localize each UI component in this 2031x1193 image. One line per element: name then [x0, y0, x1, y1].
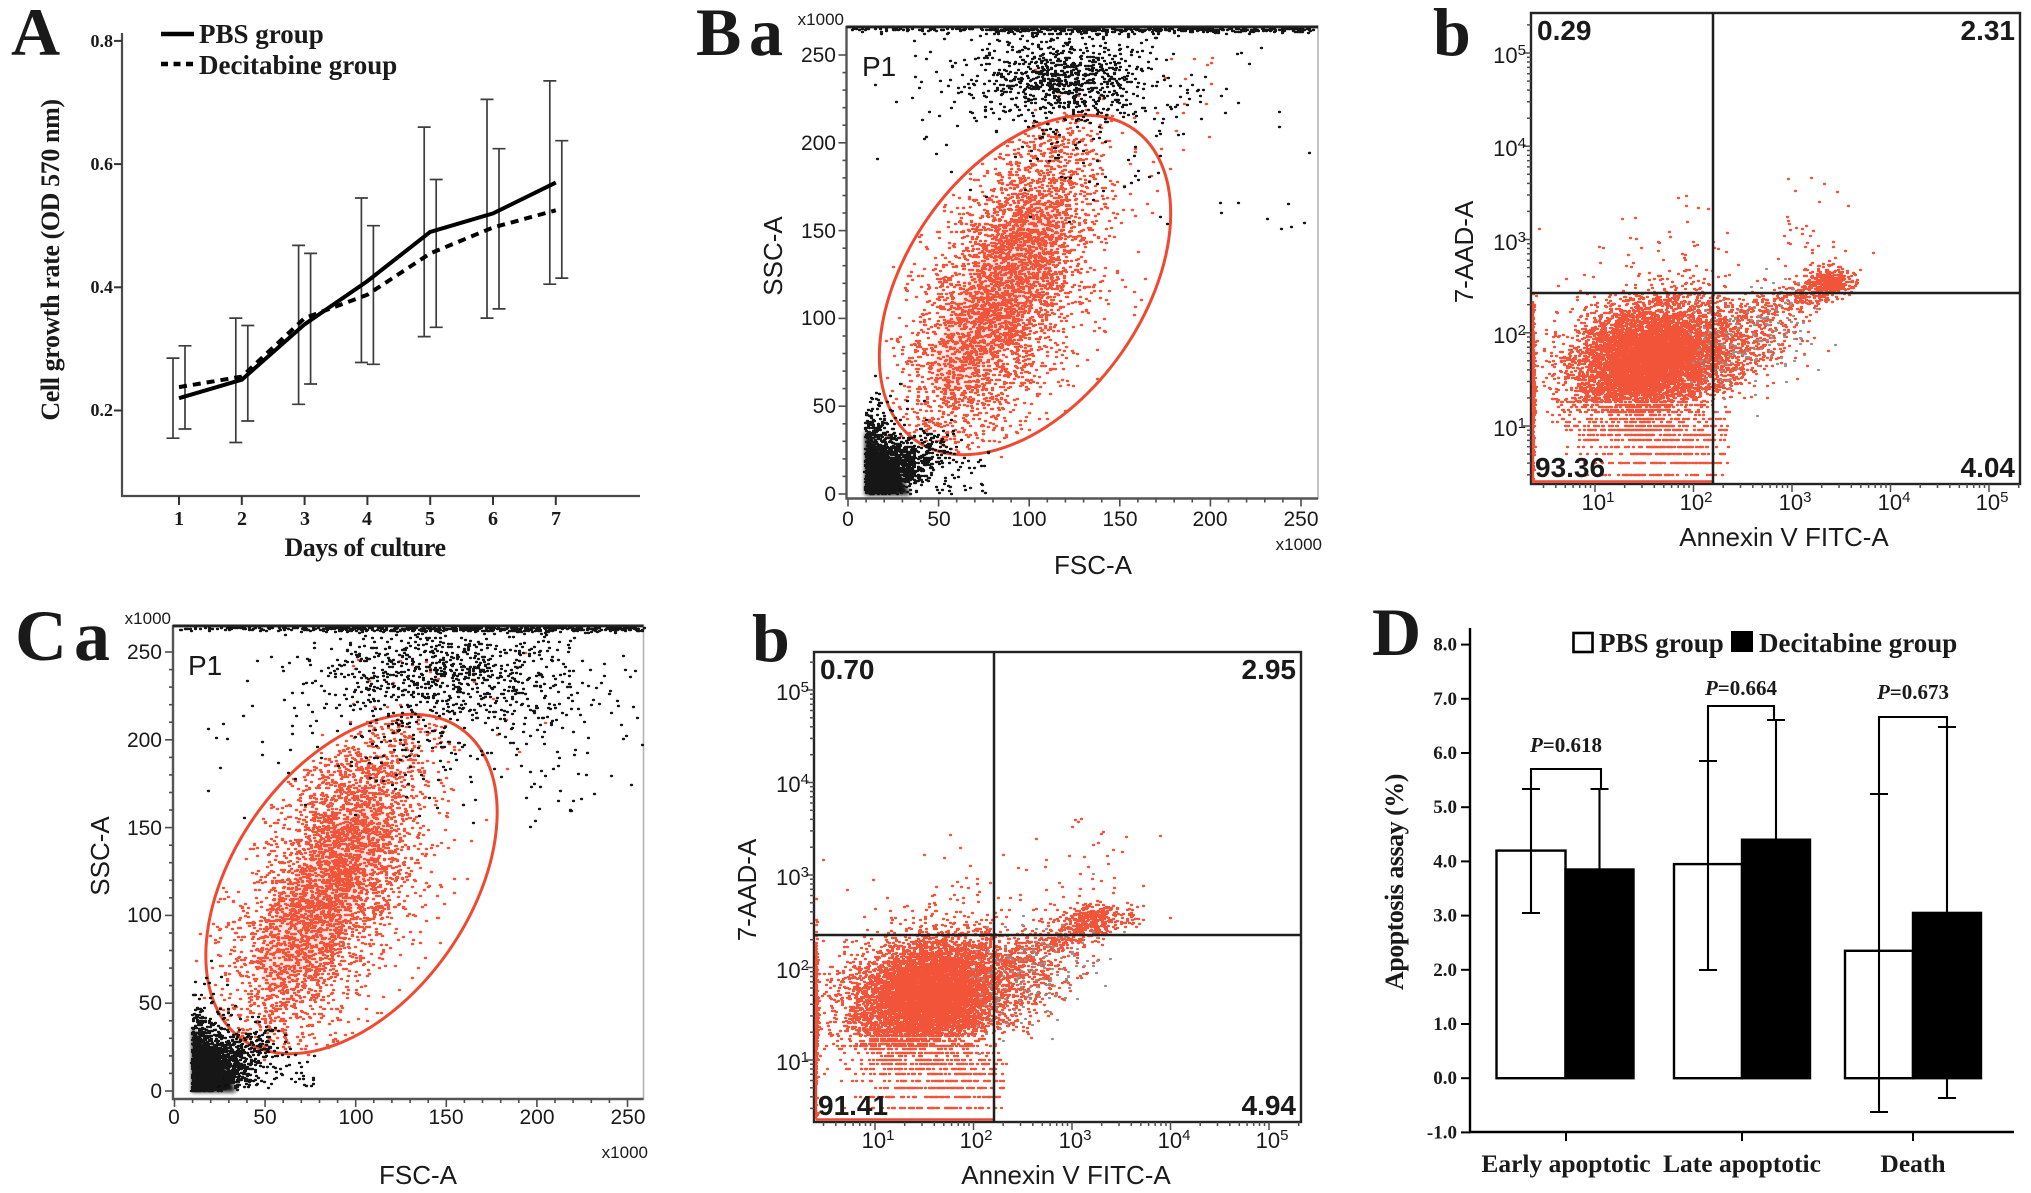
- svg-text:7.0: 7.0: [1433, 689, 1457, 710]
- svg-text:100: 100: [1011, 508, 1046, 531]
- svg-text:PBS group: PBS group: [1599, 628, 1724, 658]
- svg-text:SSC-A: SSC-A: [758, 216, 788, 296]
- svg-text:7-AAD-A: 7-AAD-A: [732, 838, 762, 941]
- svg-text:x1000: x1000: [602, 1143, 648, 1162]
- svg-text:250: 250: [801, 44, 836, 67]
- svg-text:3.0: 3.0: [1433, 906, 1457, 927]
- svg-text:Cell growth rate (OD 570 nm): Cell growth rate (OD 570 nm): [36, 99, 65, 420]
- svg-text:Death: Death: [1880, 1149, 1945, 1178]
- svg-text:D: D: [1372, 594, 1421, 670]
- svg-text:250: 250: [610, 1106, 645, 1129]
- svg-text:3: 3: [300, 508, 310, 530]
- svg-text:a: a: [74, 596, 110, 676]
- svg-text:B: B: [696, 0, 741, 70]
- svg-text:150: 150: [1102, 508, 1137, 531]
- svg-text:103: 103: [1779, 489, 1812, 515]
- svg-text:0.70: 0.70: [820, 654, 875, 685]
- svg-text:2: 2: [237, 508, 247, 530]
- svg-text:PBS group: PBS group: [199, 19, 324, 49]
- svg-text:Annexin V FITC-A: Annexin V FITC-A: [1679, 522, 1889, 552]
- svg-text:7: 7: [551, 508, 561, 530]
- svg-text:250: 250: [127, 641, 162, 664]
- svg-text:4.0: 4.0: [1433, 851, 1457, 872]
- svg-text:P1: P1: [188, 650, 222, 681]
- svg-text:Decitabine group: Decitabine group: [199, 50, 397, 80]
- svg-text:0: 0: [824, 483, 836, 506]
- svg-text:0: 0: [150, 1080, 162, 1103]
- svg-text:150: 150: [428, 1106, 463, 1129]
- svg-text:50: 50: [813, 395, 836, 418]
- svg-text:Early apoptotic: Early apoptotic: [1481, 1149, 1650, 1178]
- svg-text:103: 103: [776, 864, 809, 890]
- svg-text:-1.0: -1.0: [1427, 1122, 1457, 1143]
- svg-text:0.6: 0.6: [91, 154, 114, 174]
- svg-text:b: b: [752, 600, 790, 676]
- svg-text:a: a: [749, 0, 783, 70]
- svg-text:93.36: 93.36: [1535, 452, 1605, 483]
- svg-text:2.0: 2.0: [1433, 960, 1457, 981]
- svg-text:x1000: x1000: [125, 609, 171, 628]
- svg-text:0.29: 0.29: [1537, 15, 1592, 46]
- svg-text:50: 50: [927, 508, 950, 531]
- svg-text:200: 200: [801, 132, 836, 155]
- svg-text:Decitabine group: Decitabine group: [1759, 628, 1957, 658]
- svg-text:0.8: 0.8: [91, 31, 114, 51]
- svg-text:FSC-A: FSC-A: [1054, 550, 1133, 580]
- svg-text:0: 0: [842, 508, 854, 531]
- svg-text:Days of culture: Days of culture: [284, 533, 445, 562]
- svg-text:x1000: x1000: [798, 10, 844, 29]
- svg-text:4.04: 4.04: [1961, 452, 2016, 483]
- svg-text:4: 4: [362, 508, 372, 530]
- svg-text:FSC-A: FSC-A: [379, 1160, 458, 1190]
- svg-text:A: A: [11, 0, 60, 70]
- svg-text:6: 6: [488, 508, 498, 530]
- svg-text:50: 50: [253, 1106, 276, 1129]
- svg-text:Late apoptotic: Late apoptotic: [1663, 1149, 1821, 1178]
- svg-text:200: 200: [519, 1106, 554, 1129]
- svg-text:0: 0: [168, 1106, 180, 1129]
- svg-text:C: C: [15, 596, 67, 676]
- svg-text:5.0: 5.0: [1433, 797, 1457, 818]
- svg-text:4.94: 4.94: [1242, 1090, 1297, 1121]
- svg-text:200: 200: [1192, 508, 1227, 531]
- svg-text:Annexin V FITC-A: Annexin V FITC-A: [961, 1160, 1171, 1190]
- svg-text:150: 150: [801, 220, 836, 243]
- svg-text:1.0: 1.0: [1433, 1014, 1457, 1035]
- svg-text:0.0: 0.0: [1433, 1068, 1457, 1089]
- svg-text:P1: P1: [862, 51, 896, 82]
- svg-text:102: 102: [776, 957, 809, 983]
- svg-text:0.4: 0.4: [91, 277, 114, 297]
- svg-text:150: 150: [127, 817, 162, 840]
- svg-text:P=0.673: P=0.673: [1876, 680, 1949, 704]
- svg-text:0.2: 0.2: [91, 400, 114, 420]
- svg-text:100: 100: [801, 307, 836, 330]
- svg-text:104: 104: [776, 771, 809, 797]
- svg-text:7-AAD-A: 7-AAD-A: [1449, 200, 1479, 303]
- svg-text:200: 200: [127, 729, 162, 752]
- svg-text:5: 5: [425, 508, 435, 530]
- svg-text:x1000: x1000: [1276, 535, 1322, 554]
- svg-text:91.41: 91.41: [818, 1090, 888, 1121]
- svg-text:250: 250: [1283, 508, 1318, 531]
- svg-text:b: b: [1433, 0, 1471, 70]
- svg-text:100: 100: [127, 904, 162, 927]
- svg-text:50: 50: [139, 992, 162, 1015]
- svg-text:P=0.618: P=0.618: [1529, 733, 1602, 757]
- svg-text:8.0: 8.0: [1433, 635, 1457, 656]
- svg-text:SSC-A: SSC-A: [85, 816, 115, 896]
- svg-text:1: 1: [174, 508, 184, 530]
- svg-text:6.0: 6.0: [1433, 743, 1457, 764]
- svg-text:2.31: 2.31: [1961, 15, 2016, 46]
- svg-text:100: 100: [338, 1106, 373, 1129]
- svg-text:2.95: 2.95: [1242, 654, 1297, 685]
- svg-text:Apoptosis assay (%): Apoptosis assay (%): [1380, 774, 1409, 990]
- svg-text:P=0.664: P=0.664: [1704, 676, 1778, 700]
